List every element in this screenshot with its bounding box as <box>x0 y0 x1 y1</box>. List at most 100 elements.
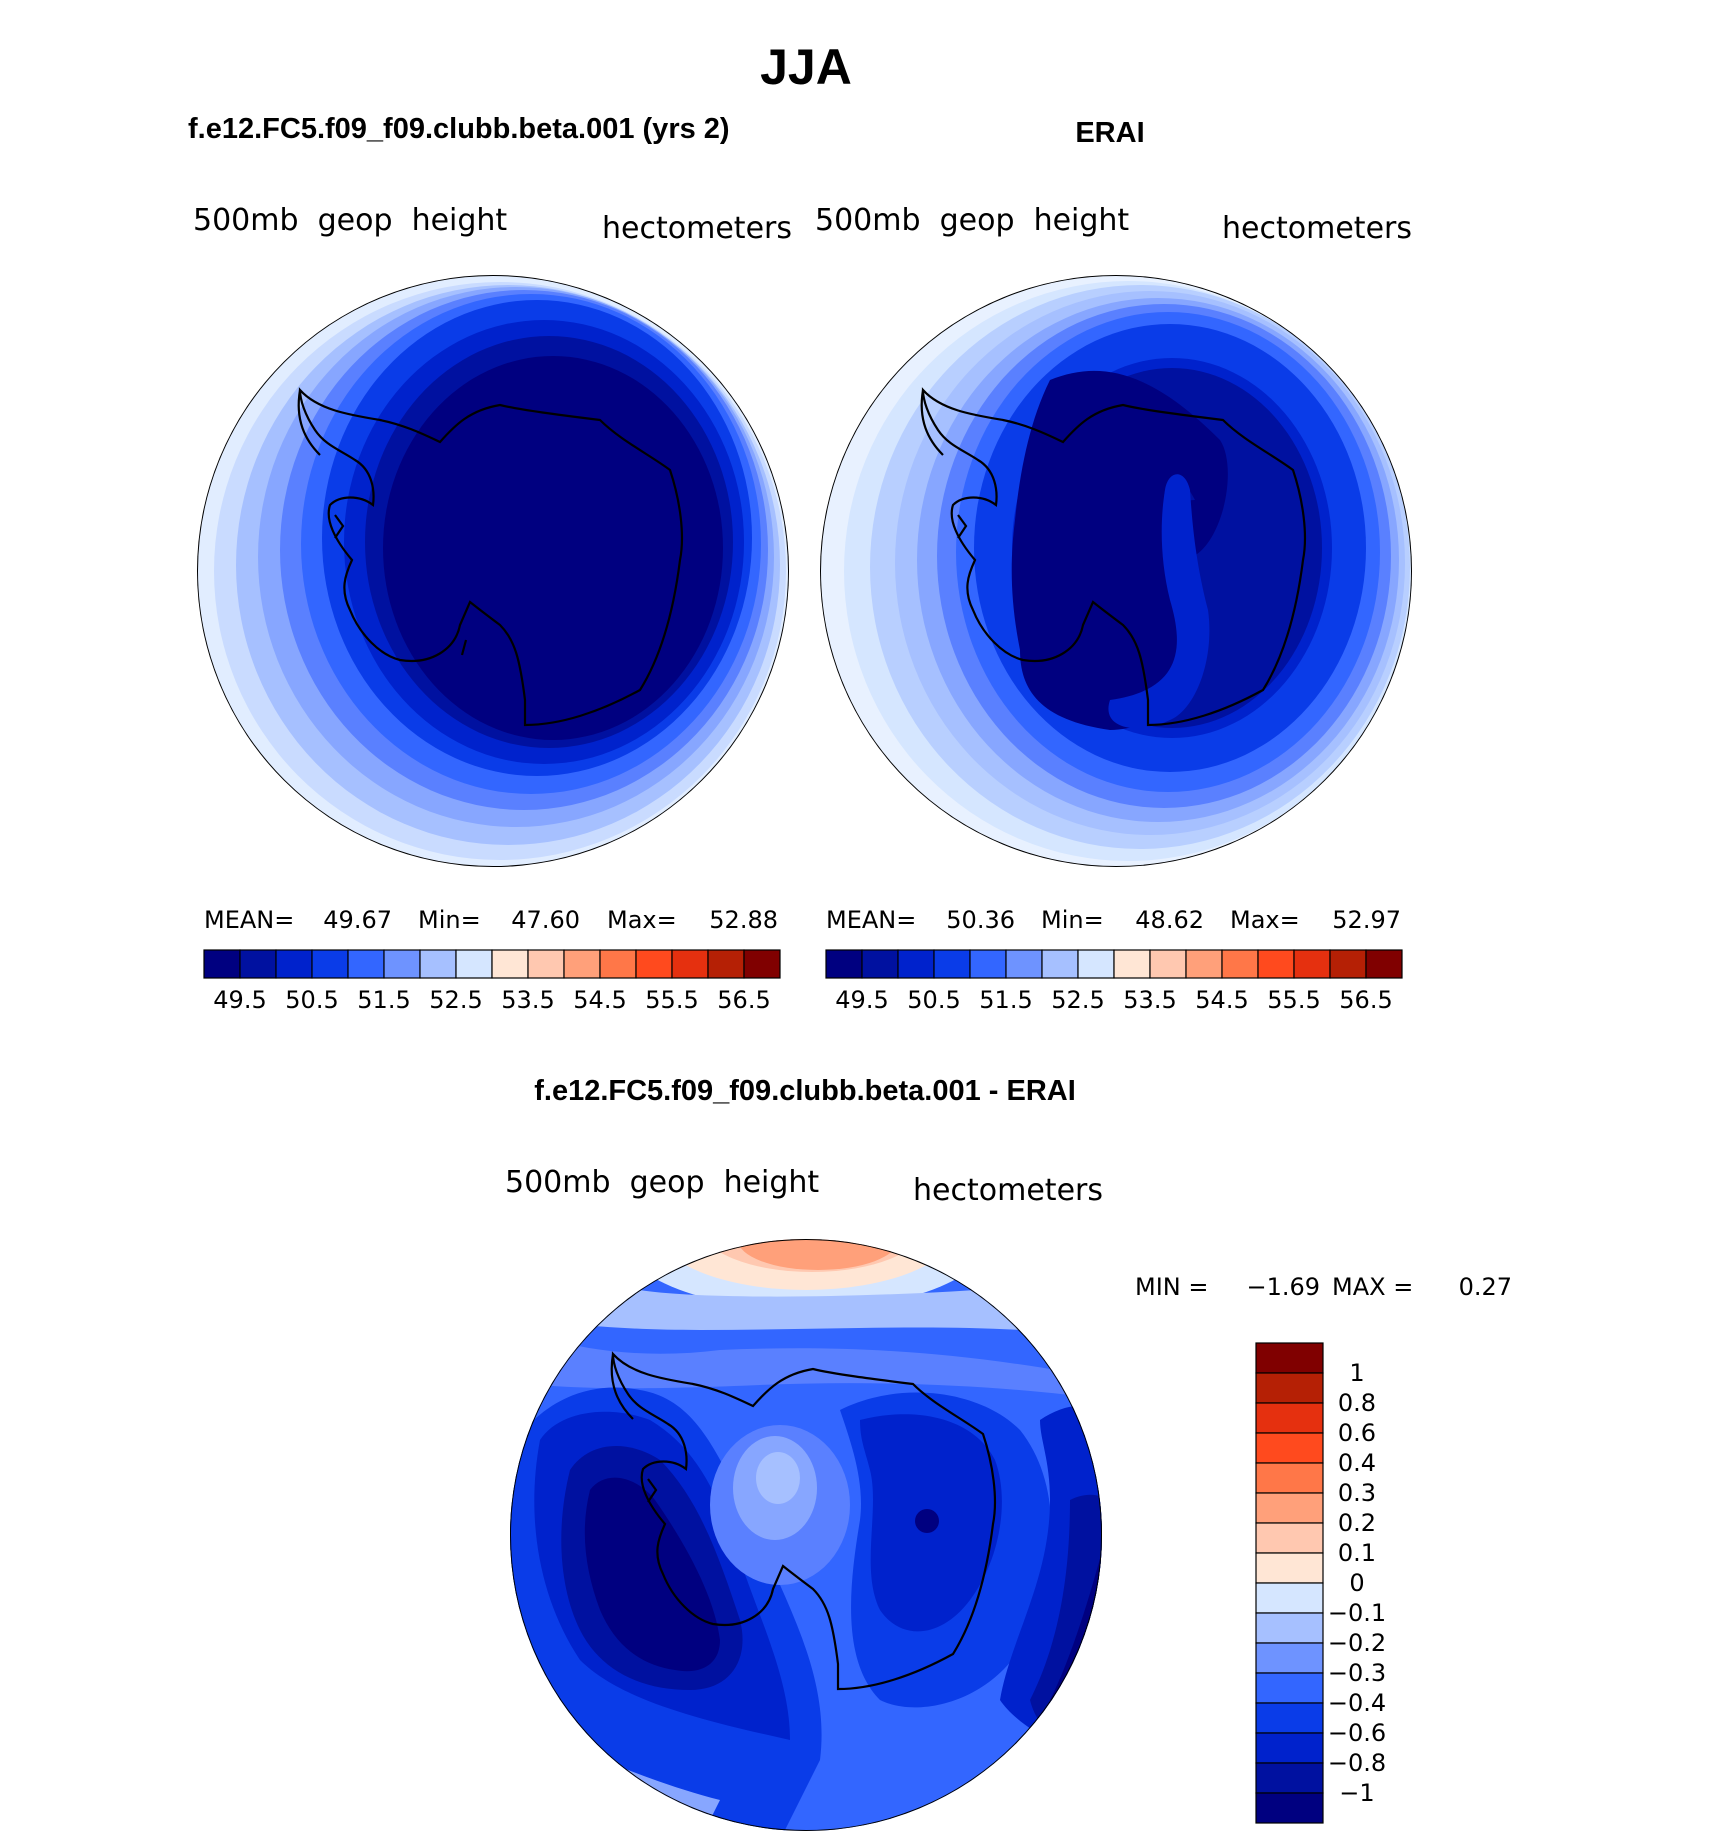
panel-obs-map <box>820 275 1412 867</box>
panel-obs-mean-label: MEAN= <box>826 906 916 934</box>
panel-diff-colorbar-tick-label: 1 <box>1349 1359 1364 1387</box>
panel-model-units-label: hectometers <box>602 211 792 246</box>
panel-diff-colorbar-tick-label: −0.2 <box>1328 1629 1386 1657</box>
panel-obs-colorbar-swatch <box>1077 949 1115 979</box>
panel-obs-colorbar-swatch <box>861 949 899 979</box>
panel-diff-colorbar-tick-label: −0.1 <box>1328 1599 1386 1627</box>
panel-model-colorbar-tick-label: 51.5 <box>357 986 410 1014</box>
panel-diff-colorbar-tick-label: −0.6 <box>1328 1719 1386 1747</box>
panel-model-mean-value: 49.67 <box>323 906 392 934</box>
panel-obs: ERAI 500mb geop height hectometers <box>815 117 1412 1014</box>
panel-diff-units-label: hectometers <box>913 1173 1103 1208</box>
panel-obs-colorbar: 49.5 50.5 51.5 52.5 53.5 54.5 55.5 56.5 <box>825 949 1403 1014</box>
panel-model-max-label: Max= <box>607 906 677 934</box>
panel-diff-colorbar-swatch <box>1255 1432 1324 1464</box>
panel-obs-colorbar-swatch <box>1185 949 1223 979</box>
panel-obs-colorbar-tick-label: 56.5 <box>1339 986 1392 1014</box>
panel-obs-colorbar-tick-label: 54.5 <box>1195 986 1248 1014</box>
panel-obs-heading: ERAI <box>1075 117 1144 149</box>
panel-model-colorbar-swatch <box>311 949 349 979</box>
panel-diff-min-value: −1.69 <box>1246 1273 1320 1301</box>
panel-model-min-value: 47.60 <box>511 906 580 934</box>
panel-model-colorbar-tick-label: 54.5 <box>573 986 626 1014</box>
panel-obs-colorbar-swatch <box>1365 949 1403 979</box>
panel-diff-colorbar-swatch <box>1255 1582 1324 1614</box>
panel-diff-stats: MIN = −1.69 MAX = 0.27 <box>1135 1273 1512 1301</box>
panel-diff-colorbar-swatch <box>1255 1792 1324 1824</box>
panel-model-colorbar-swatch <box>239 949 277 979</box>
panel-diff-colorbar-tick-label: 0.2 <box>1338 1509 1376 1537</box>
panel-model-colorbar: 49.5 50.5 51.5 52.5 53.5 54.5 55.5 56.5 <box>203 949 781 1014</box>
panel-obs-colorbar-swatch <box>1293 949 1331 979</box>
panel-model-map <box>197 275 789 867</box>
panel-obs-colorbar-swatch <box>1257 949 1295 979</box>
panel-diff-colorbar-swatch <box>1255 1702 1324 1734</box>
panel-obs-colorbar-swatch <box>1149 949 1187 979</box>
panel-model-colorbar-swatch <box>743 949 781 979</box>
panel-obs-colorbar-tick-label: 53.5 <box>1123 986 1176 1014</box>
panel-diff-map <box>510 1239 1102 1831</box>
panel-model-colorbar-swatch <box>383 949 421 979</box>
panel-diff-colorbar: 10.80.60.40.30.20.10−0.1−0.2−0.3−0.4−0.6… <box>1255 1342 1386 1824</box>
panel-model-colorbar-tick-label: 53.5 <box>501 986 554 1014</box>
panel-model-colorbar-swatch <box>563 949 601 979</box>
panel-diff-colorbar-swatch <box>1255 1552 1324 1584</box>
panel-obs-colorbar-swatch <box>1329 949 1367 979</box>
panel-diff-variable-label: 500mb geop height <box>505 1165 819 1200</box>
panel-obs-colorbar-swatch <box>897 949 935 979</box>
panel-diff-min-label: MIN = <box>1135 1273 1208 1301</box>
panel-diff-colorbar-swatch <box>1255 1462 1324 1494</box>
panel-model-colorbar-tick-label: 49.5 <box>213 986 266 1014</box>
panel-model-colorbar-swatch <box>671 949 709 979</box>
panel-model-colorbar-swatch <box>275 949 313 979</box>
panel-model-colorbar-tick-label: 55.5 <box>645 986 698 1014</box>
panel-model-colorbar-tick-label: 56.5 <box>717 986 770 1014</box>
panel-model-variable-label: 500mb geop height <box>193 203 507 238</box>
panel-diff: f.e12.FC5.f09_f09.clubb.beta.001 - ERAI … <box>505 1075 1512 1831</box>
panel-model-mean-label: MEAN= <box>204 906 294 934</box>
panel-obs-colorbar-swatch <box>1005 949 1043 979</box>
panel-obs-colorbar-tick-label: 52.5 <box>1051 986 1104 1014</box>
panel-diff-colorbar-swatch <box>1255 1402 1324 1434</box>
panel-obs-max-label: Max= <box>1230 906 1300 934</box>
panel-obs-units-label: hectometers <box>1222 211 1412 246</box>
panel-diff-max-label: MAX = <box>1332 1273 1413 1301</box>
panel-obs-colorbar-tick-label: 51.5 <box>979 986 1032 1014</box>
panel-obs-variable-label: 500mb geop height <box>815 203 1129 238</box>
panel-model-colorbar-swatch <box>347 949 385 979</box>
panel-obs-colorbar-swatch <box>1113 949 1151 979</box>
panel-model-stats: MEAN= 49.67 Min= 47.60 Max= 52.88 <box>204 906 778 934</box>
panel-diff-colorbar-tick-label: −1 <box>1339 1779 1374 1807</box>
panel-obs-mean-value: 50.36 <box>946 906 1015 934</box>
panel-diff-colorbar-tick-label: 0.6 <box>1338 1419 1376 1447</box>
panel-obs-coastline <box>920 387 1307 727</box>
panel-diff-colorbar-tick-label: −0.4 <box>1328 1689 1386 1717</box>
panel-model-colorbar-swatch <box>455 949 493 979</box>
panel-diff-colorbar-tick-label: −0.8 <box>1328 1749 1386 1777</box>
panel-diff-colorbar-tick-label: 0.3 <box>1338 1479 1376 1507</box>
panel-model-colorbar-tick-label: 52.5 <box>429 986 482 1014</box>
panel-model-colorbar-swatch <box>527 949 565 979</box>
panel-diff-colorbar-tick-label: 0.8 <box>1338 1389 1376 1417</box>
panel-model-colorbar-swatch <box>707 949 745 979</box>
panel-model-coastline <box>297 387 684 727</box>
panel-diff-colorbar-swatch <box>1255 1732 1324 1764</box>
panel-model-min-label: Min= <box>418 906 481 934</box>
panel-diff-colorbar-tick-label: −0.3 <box>1328 1659 1386 1687</box>
panel-diff-max-value: 0.27 <box>1459 1273 1512 1301</box>
panel-diff-coastline <box>610 1351 997 1691</box>
panel-model-colorbar-swatch <box>203 949 241 979</box>
panel-diff-colorbar-swatch <box>1255 1762 1324 1794</box>
figure-title: JJA <box>760 39 852 95</box>
panel-model-colorbar-tick-label: 50.5 <box>285 986 338 1014</box>
panel-obs-colorbar-swatch <box>933 949 971 979</box>
panel-obs-stats: MEAN= 50.36 Min= 48.62 Max= 52.97 <box>826 906 1401 934</box>
panel-diff-colorbar-swatch <box>1255 1492 1324 1524</box>
panel-obs-colorbar-swatch <box>1221 949 1259 979</box>
panel-obs-colorbar-swatch <box>969 949 1007 979</box>
panel-obs-min-value: 48.62 <box>1135 906 1204 934</box>
panel-diff-colorbar-tick-label: 0 <box>1349 1569 1364 1597</box>
panel-diff-colorbar-swatch <box>1255 1612 1324 1644</box>
panel-model-colorbar-swatch <box>419 949 457 979</box>
